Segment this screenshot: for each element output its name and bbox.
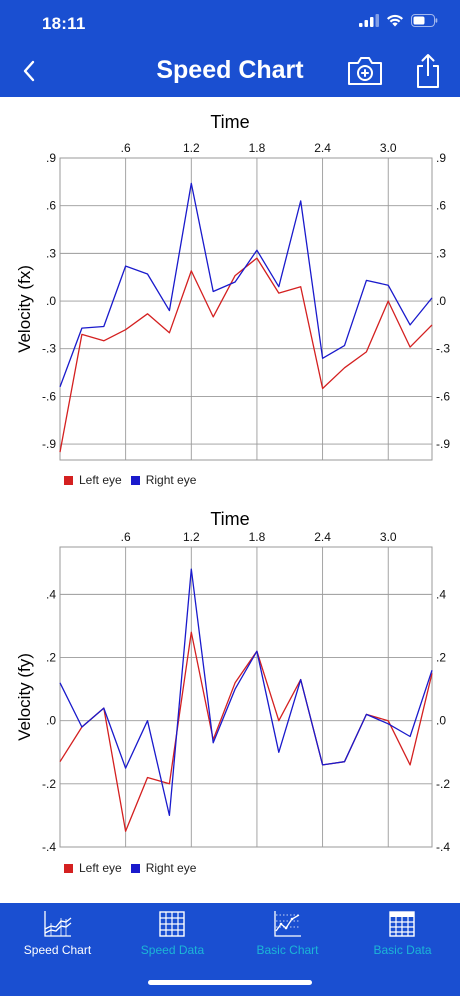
legend-left-eye: Left eye — [64, 861, 122, 875]
y-tick-label-left: .6 — [46, 199, 56, 213]
x-tick-label: 2.4 — [314, 141, 331, 155]
tab-basic-chart[interactable]: Basic Chart — [230, 903, 345, 973]
x-tick-label: 1.8 — [249, 530, 266, 544]
y-tick-label-left: .0 — [46, 714, 56, 728]
y-tick-label-right: -.4 — [436, 840, 450, 854]
legend-swatch-right-eye — [130, 863, 140, 873]
home-indicator — [148, 980, 312, 985]
legend-label: Left eye — [79, 861, 122, 875]
y-tick-label-right: -.3 — [436, 342, 450, 356]
status-icons — [359, 14, 438, 27]
x-tick-label: .6 — [121, 141, 131, 155]
cellular-signal-icon — [359, 14, 379, 27]
legend-label: Left eye — [79, 473, 122, 487]
camera-button[interactable] — [346, 54, 384, 88]
legend-swatch-left-eye — [64, 863, 73, 873]
x-tick-label: .6 — [121, 530, 131, 544]
tab-basic-data[interactable]: Basic Data — [345, 903, 460, 973]
series-line-right-eye — [59, 182, 433, 388]
grid-table-icon — [159, 911, 185, 937]
y-tick-label-left: -.2 — [42, 777, 56, 791]
y-tick-label-left: -.9 — [42, 437, 56, 451]
x-tick-label: 1.2 — [183, 141, 200, 155]
y-tick-label-left: .4 — [46, 587, 56, 601]
chart-plot-fx: .6 1.2 1.8 2.4 3.0 .9 .9 .6 .6 .3 .3 .0 .0 -.3 -.3 -.6 -… — [15, 141, 450, 461]
page-title: Speed Chart — [156, 56, 304, 84]
y-tick-label-right: .4 — [436, 587, 446, 601]
y-tick-label-right: .9 — [436, 151, 446, 165]
basic-chart-icon — [274, 911, 301, 937]
tab-label: Basic Data — [373, 943, 432, 957]
y-tick-label-right: .0 — [436, 294, 446, 308]
chart-title: Time — [210, 112, 250, 132]
legend-left-eye: Left eye — [64, 473, 122, 487]
chart-legend: Left eye Right eye — [64, 861, 205, 875]
legend-right-eye: Right eye — [130, 861, 197, 875]
x-tick-label: 1.8 — [249, 141, 266, 155]
chart-plot-fy: .6 1.2 1.8 2.4 3.0 .4 .4 .2 .2 .0 .0 -.2 -.2 -.4 -.4 Ve… — [15, 530, 450, 854]
chevron-left-icon — [23, 60, 35, 82]
tab-speed-chart[interactable]: Speed Chart — [0, 903, 115, 973]
series-line-right-eye — [59, 568, 433, 817]
wifi-icon — [387, 14, 403, 27]
y-tick-label-left: .2 — [46, 651, 56, 665]
legend-right-eye: Right eye — [130, 473, 197, 487]
legend-swatch-left-eye — [64, 475, 73, 485]
back-button[interactable] — [14, 54, 44, 88]
battery-icon — [411, 14, 438, 27]
y-axis-label: Velocity (fx) — [15, 265, 34, 353]
share-icon — [417, 54, 439, 88]
speed-chart-fy: Time .6 1.2 1.8 2.4 3.0 .4 .4 .2 .2 .0 .0 -.2 -.2 -.4… — [0, 503, 460, 893]
nav-bar: Speed Chart — [0, 46, 460, 97]
y-tick-label-left: .0 — [46, 294, 56, 308]
tab-label: Basic Chart — [256, 943, 319, 957]
y-tick-label-left: .9 — [46, 151, 56, 165]
legend-label: Right eye — [145, 473, 197, 487]
plot-frame — [59, 546, 433, 848]
x-tick-label: 1.2 — [183, 530, 200, 544]
y-tick-label-right: .3 — [436, 246, 446, 260]
x-tick-label: 2.4 — [314, 530, 331, 544]
status-bar: 18:11 — [0, 0, 460, 46]
tab-label: Speed Data — [140, 943, 205, 957]
speed-chart-fx: Time .6 1.2 1.8 2.4 3.0 .9 .9 .6 .6 .3 .3 .0 .0 -.3 -.… — [0, 106, 460, 496]
legend-swatch-right-eye — [130, 475, 140, 485]
y-tick-label-right: .2 — [436, 651, 446, 665]
y-tick-label-right: -.2 — [436, 777, 450, 791]
camera-icon — [348, 57, 382, 85]
x-tick-label: 3.0 — [380, 141, 397, 155]
tab-speed-data[interactable]: Speed Data — [115, 903, 230, 973]
y-tick-label-left: -.3 — [42, 342, 56, 356]
x-tick-label: 3.0 — [380, 530, 397, 544]
y-tick-label-left: -.4 — [42, 840, 56, 854]
y-tick-label-right: .0 — [436, 714, 446, 728]
y-tick-label-left: .3 — [46, 246, 56, 260]
app-header: 18:11 Speed Ch — [0, 0, 460, 97]
y-tick-label-left: -.6 — [42, 389, 56, 403]
speed-chart-icon — [44, 911, 72, 937]
y-tick-label-right: -.9 — [436, 437, 450, 451]
chart-title: Time — [210, 509, 250, 529]
tab-label: Speed Chart — [23, 943, 92, 957]
plot-frame — [59, 157, 433, 461]
share-button[interactable] — [412, 52, 444, 90]
y-tick-label-right: .6 — [436, 199, 446, 213]
grid-table-icon — [389, 911, 415, 937]
chart-legend: Left eye Right eye — [64, 473, 205, 487]
y-axis-label: Velocity (fy) — [15, 653, 34, 741]
status-time: 18:11 — [42, 14, 86, 33]
y-tick-label-right: -.6 — [436, 389, 450, 403]
legend-label: Right eye — [145, 861, 197, 875]
